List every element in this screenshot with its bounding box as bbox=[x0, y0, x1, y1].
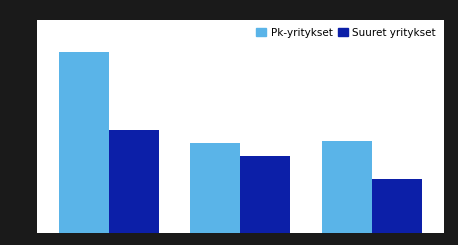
Bar bbox=[240, 156, 290, 233]
Bar bbox=[109, 130, 159, 233]
Legend: Pk-yritykset, Suuret yritykset: Pk-yritykset, Suuret yritykset bbox=[253, 25, 439, 41]
Bar bbox=[59, 51, 109, 233]
Bar bbox=[191, 143, 240, 233]
Bar bbox=[322, 141, 372, 233]
Bar bbox=[372, 179, 422, 233]
